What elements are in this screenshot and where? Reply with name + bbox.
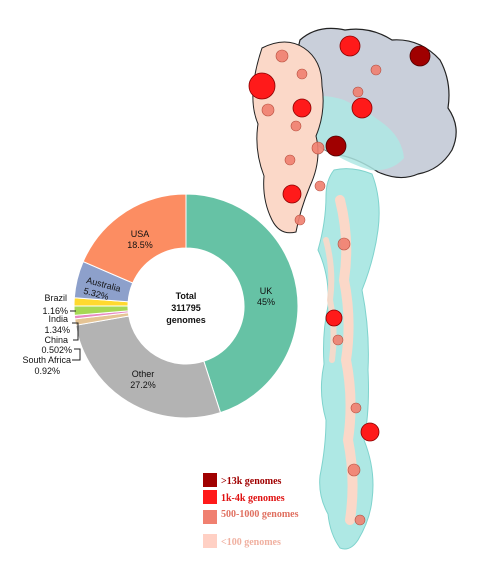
mutation-dot (282, 184, 302, 204)
mutation-dot (409, 45, 431, 67)
mutation-dot (337, 237, 351, 251)
spike-protein-structure (248, 27, 457, 550)
legend-label-500-1000-text: 500-1000 genomes (221, 509, 299, 520)
mutation-dot (290, 120, 302, 132)
donut-slice-uk (185, 193, 299, 414)
slice-label-south-africa-name: South Africa (22, 355, 71, 365)
mutation-dot (351, 97, 373, 119)
mutation-dot (261, 103, 275, 117)
slice-label-usa-name: USA (131, 229, 150, 239)
donut-slice-usa (82, 193, 187, 284)
slice-label-uk-value: 45% (257, 297, 275, 307)
mutation-dot (311, 141, 325, 155)
donut-chart: Total 311795 genomes UK 45% Other 27.2% … (22, 193, 299, 419)
slice-label-south-africa-value: 0.92% (34, 366, 60, 376)
legend-swatch-under-100 (203, 534, 217, 548)
leader-line-china (74, 348, 81, 357)
mutation-dot (296, 68, 308, 80)
legend-swatch-500-1000 (203, 510, 217, 524)
mutation-dot (325, 309, 343, 327)
donut-slices (73, 193, 299, 419)
mutation-dot (360, 422, 380, 442)
mutation-dot (347, 463, 361, 477)
slice-label-brazil-name: Brazil (44, 293, 67, 303)
slice-label-usa-value: 18.5% (127, 240, 153, 250)
mutation-dot (284, 154, 296, 166)
mutations-1k-4k (248, 35, 380, 442)
slice-label-uk-name: UK (260, 286, 273, 296)
mutation-dot (350, 402, 362, 414)
legend-swatch-1k-4k (203, 490, 217, 504)
slice-label-india-value: 1.34% (44, 325, 70, 335)
slice-label-brazil-value: 1.16% (42, 306, 68, 316)
slice-label-china-value: 0.502% (41, 345, 72, 355)
mutations-13k (325, 45, 431, 157)
mutation-dot (325, 135, 347, 157)
mutation-dot (292, 98, 312, 118)
mutation-dot (370, 64, 382, 76)
legend-label-13k: >13k genomes (221, 476, 282, 487)
mutation-dot (294, 214, 306, 226)
leader-lines (70, 310, 81, 361)
slice-label-china-name: China (44, 335, 68, 345)
mutation-dot (332, 334, 344, 346)
center-label-line-3: genomes (166, 315, 206, 325)
legend-label-500-1000: 500-1000 genomes (221, 509, 299, 520)
legend-label-1k-4k: 1k-4k genomes (221, 493, 285, 504)
mutation-dot (275, 49, 289, 63)
mutation-dot (248, 72, 276, 100)
mutation-legend: >13k genomes 1k-4k genomes 500-1000 geno… (203, 473, 299, 548)
head-peach-region (252, 41, 324, 234)
mutation-dot (314, 180, 326, 192)
mutation-dot (354, 514, 366, 526)
mutation-dot (339, 35, 361, 57)
legend-label-under-100: <100 genomes (221, 537, 281, 548)
leader-line-india (72, 322, 79, 341)
mutations-500-1000 (261, 49, 382, 526)
legend-swatch-13k (203, 473, 217, 487)
slice-label-other-value: 27.2% (130, 380, 156, 390)
center-label-line-2: 311795 (171, 303, 201, 313)
donut-slice-other (75, 315, 222, 419)
head-cyan-region (300, 96, 404, 171)
stalk-peach-strand-1 (335, 195, 358, 525)
slice-label-other-name: Other (132, 369, 155, 379)
leader-line-south-africa (72, 352, 81, 361)
mutation-dot (352, 86, 364, 98)
slice-label-india-name: India (48, 314, 68, 324)
center-label-line-1: Total (176, 291, 197, 301)
